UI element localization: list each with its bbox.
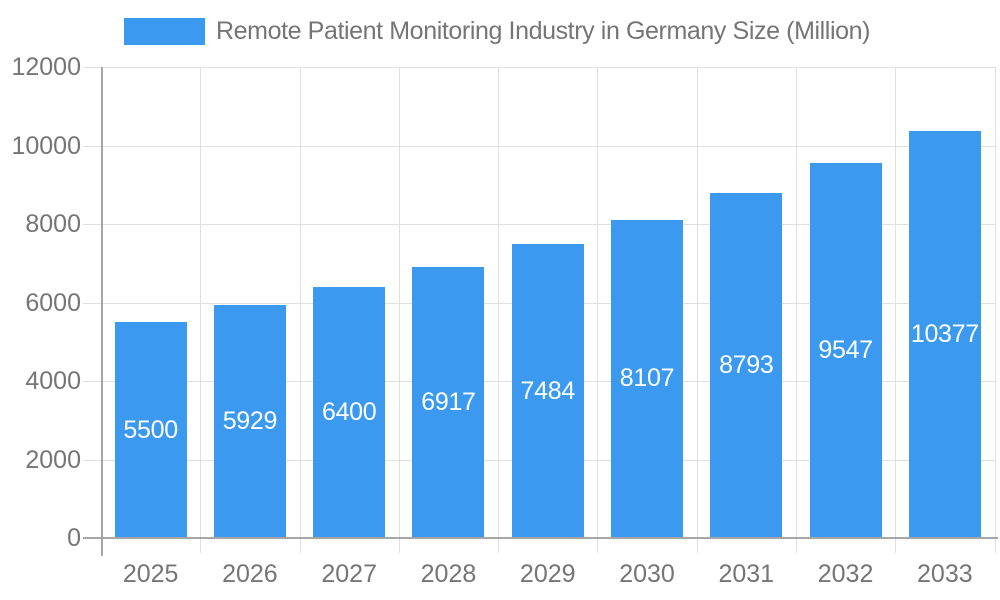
x-axis-tick-label: 2030 — [619, 560, 675, 588]
bar-value-label: 10377 — [910, 319, 979, 348]
y-axis-tick-label: 0 — [67, 524, 81, 552]
y-axis-tick-label: 10000 — [11, 131, 81, 160]
bar: 7484 — [511, 244, 584, 538]
y-axis-line — [101, 67, 103, 556]
x-axis-tick-label: 2029 — [519, 560, 576, 588]
bar: 8107 — [611, 219, 684, 538]
h-gridline — [83, 224, 995, 225]
y-axis-tick-label: 8000 — [25, 210, 81, 238]
bar: 6400 — [313, 286, 386, 538]
x-axis-tick-label: 2031 — [718, 560, 775, 588]
x-axis-tick-label: 2033 — [917, 560, 973, 588]
h-gridline — [83, 67, 995, 68]
bar-value-label: 8107 — [619, 364, 675, 393]
bar-value-label: 9547 — [818, 336, 873, 365]
x-axis-baseline — [83, 537, 998, 539]
bar: 6917 — [412, 266, 485, 538]
v-gridline — [299, 67, 301, 553]
x-axis-tick-label: 2032 — [817, 560, 874, 588]
y-axis-tick-label: 2000 — [25, 445, 81, 474]
legend-label: Remote Patient Monitoring Industry in Ge… — [216, 17, 871, 45]
x-axis-tick-label: 2027 — [321, 560, 377, 588]
bar: 5929 — [213, 305, 286, 538]
bar-value-label: 5929 — [222, 407, 278, 436]
v-gridline — [498, 67, 500, 553]
y-axis-tick-label: 4000 — [25, 367, 81, 395]
v-gridline — [795, 67, 797, 553]
bar-value-label: 6917 — [421, 387, 476, 416]
x-axis-tick-label: 2025 — [122, 560, 179, 588]
bar-value-label: 6400 — [321, 397, 377, 426]
bar-value-label: 8793 — [719, 350, 774, 379]
bar: 5500 — [114, 322, 187, 538]
bar: 8793 — [710, 192, 783, 538]
h-gridline — [83, 145, 995, 147]
bar: 9547 — [809, 163, 882, 538]
y-axis-tick-label: 12000 — [11, 53, 81, 81]
v-gridline — [200, 67, 202, 553]
v-gridline — [696, 67, 698, 553]
legend-swatch — [124, 18, 205, 45]
bar: 10377 — [908, 130, 981, 538]
bar-value-label: 7484 — [520, 376, 576, 405]
v-gridline — [895, 67, 897, 553]
bar-value-label: 5500 — [123, 415, 178, 444]
v-gridline — [597, 67, 599, 553]
x-axis-tick-label: 2028 — [420, 560, 477, 588]
legend-item[interactable]: Remote Patient Monitoring Industry in Ge… — [124, 17, 871, 45]
y-axis-tick-label: 6000 — [25, 288, 81, 317]
v-gridline — [398, 67, 400, 553]
x-axis-tick-label: 2026 — [222, 560, 278, 588]
v-gridline — [994, 67, 996, 553]
